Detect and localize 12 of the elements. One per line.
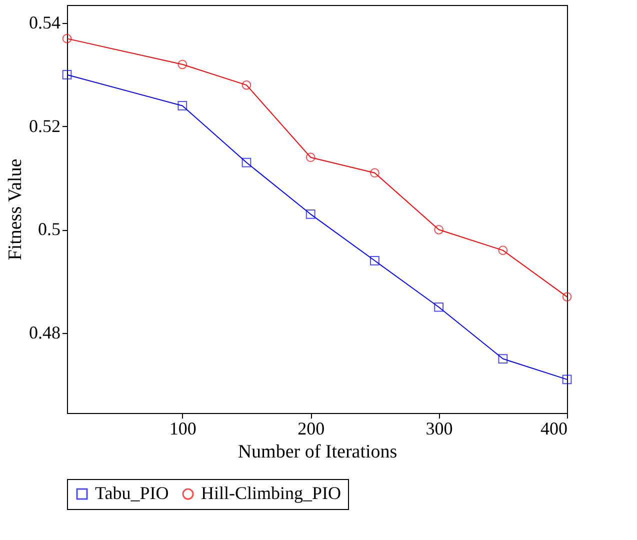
x-tick-label: 300 bbox=[426, 418, 453, 438]
y-tick-label: 0.52 bbox=[29, 116, 60, 136]
x-tick-label: 400 bbox=[540, 418, 568, 438]
y-axis-title: Fitness Value bbox=[5, 158, 26, 260]
legend-label: Tabu_PIO bbox=[95, 483, 169, 503]
x-tick-label: 200 bbox=[298, 418, 325, 438]
y-tick-label: 0.5 bbox=[38, 219, 60, 240]
x-axis-title: Number of Iterations bbox=[238, 442, 398, 462]
y-tick-label: 0.48 bbox=[29, 322, 60, 342]
x-tick-label: 100 bbox=[169, 418, 196, 438]
y-tick-label: 0.54 bbox=[29, 12, 60, 33]
legend-label: Hill-Climbing_PIO bbox=[201, 483, 342, 503]
